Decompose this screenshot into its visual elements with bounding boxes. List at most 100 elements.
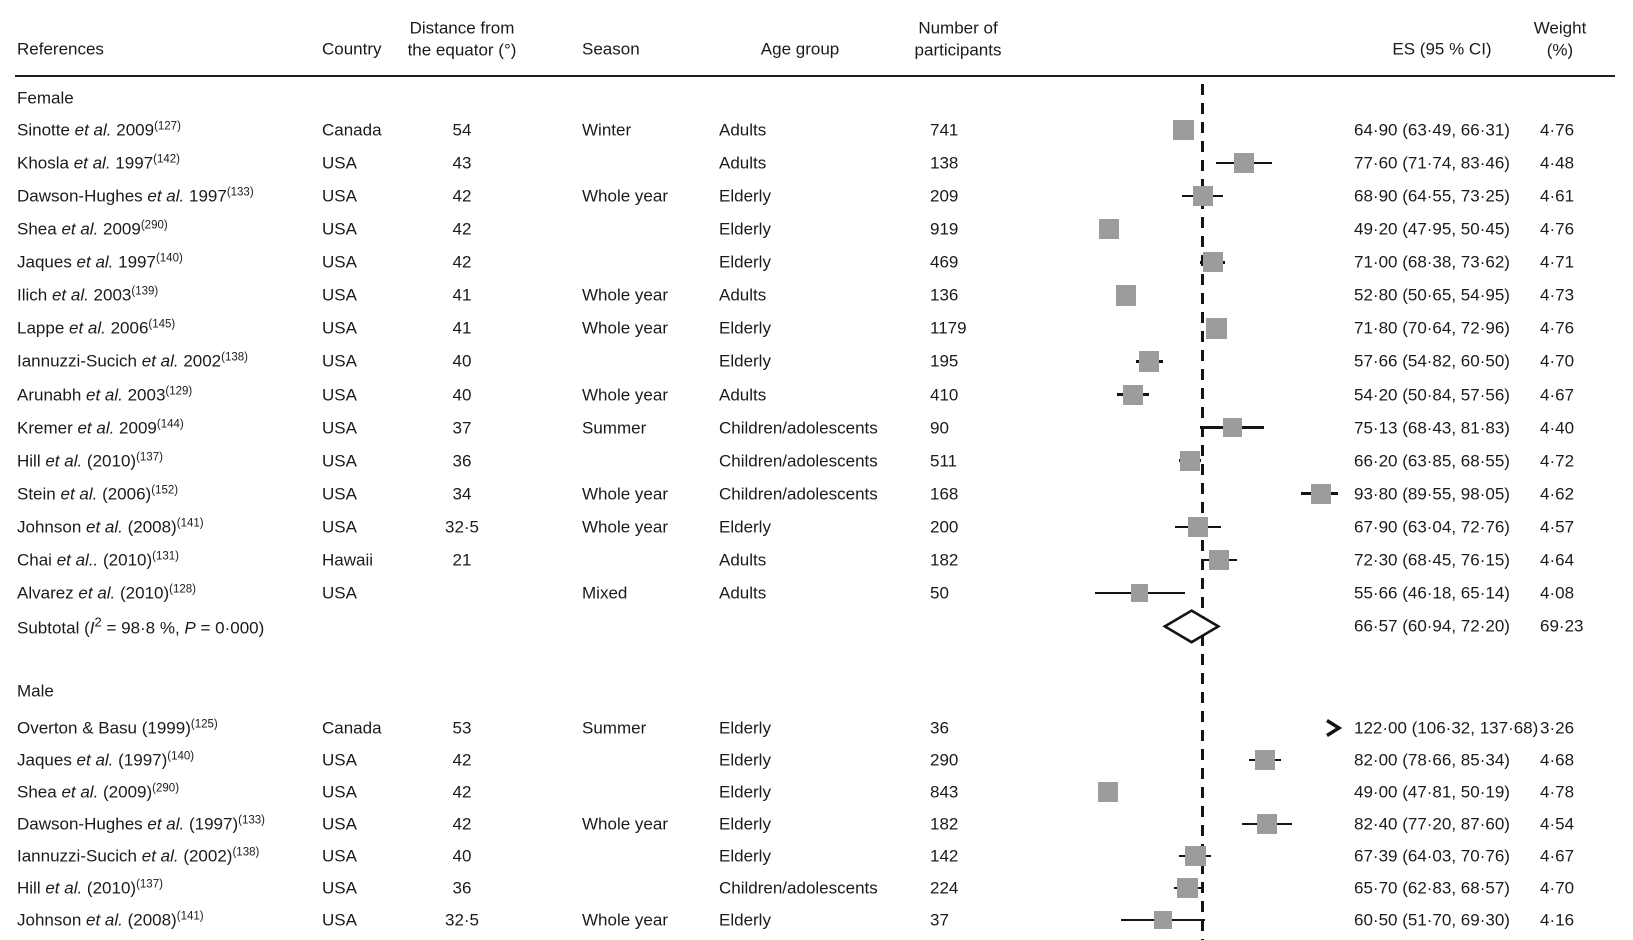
weight-value: 3·26 [1540,718,1575,738]
col-header-age-group: Age group [760,39,840,59]
es-ci-value: 66·20 (63·85, 68·55) [1354,451,1510,471]
country-value: USA [322,418,357,438]
age-group-value: Elderly [719,750,771,770]
study-reference: Overton & Basu (1999)(125) [17,718,218,738]
country-value: USA [322,318,357,338]
age-group-value: Adults [719,583,767,603]
es-ci-value: 52·80 (50·65, 54·95) [1354,285,1510,305]
age-group-value: Elderly [719,186,771,206]
weight-value: 4·08 [1540,583,1575,603]
age-group-value: Children/adolescents [719,484,878,504]
study-reference: Jaques et al. (1997)(140) [17,750,195,770]
study-reference: Johnson et al. (2008)(141) [17,910,204,930]
weight-value: 4·61 [1540,186,1575,206]
distance-value: 54 [452,120,472,140]
study-reference: Shea et al. 2009(290) [17,219,168,239]
weight-value: 4·40 [1540,418,1575,438]
age-group-value: Children/adolescents [719,878,878,898]
col-header-country: Country [322,39,382,59]
es-ci-value: 71·80 (70·64, 72·96) [1354,318,1510,338]
participants-value: 138 [930,153,959,173]
participants-value: 410 [930,385,959,405]
distance-value: 40 [452,351,472,371]
weight-value: 4·48 [1540,153,1575,173]
group-label: Female [17,88,74,108]
age-group-value: Adults [719,385,767,405]
distance-value: 36 [452,451,472,471]
group-label: Male [17,681,54,701]
country-value: USA [322,583,357,603]
study-reference: Hill et al. (2010)(137) [17,451,163,471]
participants-value: 843 [930,782,959,802]
weight-value: 4·73 [1540,285,1575,305]
distance-value: 42 [452,219,472,239]
col-header-es-ci: ES (95 % CI) [1392,39,1492,59]
col-header-distance-line1: Distance from [409,18,515,38]
effect-size-marker [1115,285,1137,306]
effect-size-marker [1122,384,1143,405]
participants-value: 195 [930,351,959,371]
study-reference: Alvarez et al. (2010)(128) [17,583,197,603]
subtotal-es-ci-value: 66·57 (60·94, 72·20) [1354,616,1510,636]
subtotal-label: Subtotal (I2 = 98·8 %, P = 0·000) [17,614,265,638]
season-value: Whole year [582,186,668,206]
study-reference: Stein et al. (2006)(152) [17,484,179,504]
col-header-participants-line2: participants [914,40,1002,60]
study-reference: Iannuzzi-Sucich et al. 2002(138) [17,351,248,371]
season-value: Whole year [582,385,668,405]
effect-size-marker [1177,877,1198,899]
age-group-value: Elderly [719,910,771,930]
age-group-value: Children/adolescents [719,451,878,471]
age-group-value: Elderly [719,718,771,738]
distance-value: 42 [452,814,472,834]
participants-value: 511 [930,451,958,471]
es-ci-value: 65·70 (62·83, 68·57) [1354,878,1510,898]
es-ci-value: 77·60 (71·74, 83·46) [1354,153,1510,173]
age-group-value: Children/adolescents [719,418,878,438]
study-reference: Ilich et al. 2003(139) [17,285,159,305]
participants-value: 919 [930,219,959,239]
study-reference: Hill et al. (2010)(137) [17,878,163,898]
study-reference: Chai et al.. (2010)(131) [17,550,180,570]
study-reference: Kremer et al. 2009(144) [17,418,184,438]
distance-value: 32·5 [444,910,480,930]
distance-value: 42 [452,186,472,206]
study-reference: Johnson et al. (2008)(141) [17,517,204,537]
country-value: USA [322,484,357,504]
participants-value: 290 [930,750,959,770]
col-header-season: Season [582,39,640,59]
age-group-value: Adults [719,285,767,305]
age-group-value: Elderly [719,219,771,239]
season-value: Summer [582,418,647,438]
es-ci-value: 57·66 (54·82, 60·50) [1354,351,1510,371]
header-rule [15,75,1615,77]
country-value: USA [322,153,357,173]
age-group-value: Adults [719,153,767,173]
distance-value: 42 [452,750,472,770]
es-ci-value: 54·20 (50·84, 57·56) [1354,385,1510,405]
effect-size-marker [1179,450,1200,471]
es-ci-value: 49·00 (47·81, 50·19) [1354,782,1510,802]
country-value: USA [322,186,357,206]
season-value: Whole year [582,814,668,834]
age-group-value: Elderly [719,814,771,834]
effect-size-marker [1173,119,1194,141]
distance-value: 42 [452,782,472,802]
effect-size-marker [1202,252,1223,273]
effect-size-marker [1188,517,1208,537]
weight-value: 4·71 [1540,252,1575,272]
country-value: USA [322,385,357,405]
participants-value: 182 [930,814,959,834]
country-value: Canada [322,718,382,738]
effect-size-marker [1139,351,1160,372]
season-value: Whole year [582,517,668,537]
participants-value: 469 [930,252,959,272]
distance-value: 40 [452,846,472,866]
es-ci-value: 49·20 (47·95, 50·45) [1354,219,1510,239]
es-ci-value: 93·80 (89·55, 98·05) [1354,484,1510,504]
study-reference: Lappe et al. 2006(145) [17,318,176,338]
participants-value: 200 [930,517,959,537]
age-group-value: Elderly [719,252,771,272]
es-ci-value: 67·90 (63·04, 72·76) [1354,517,1510,537]
effect-size-marker [1098,218,1120,240]
